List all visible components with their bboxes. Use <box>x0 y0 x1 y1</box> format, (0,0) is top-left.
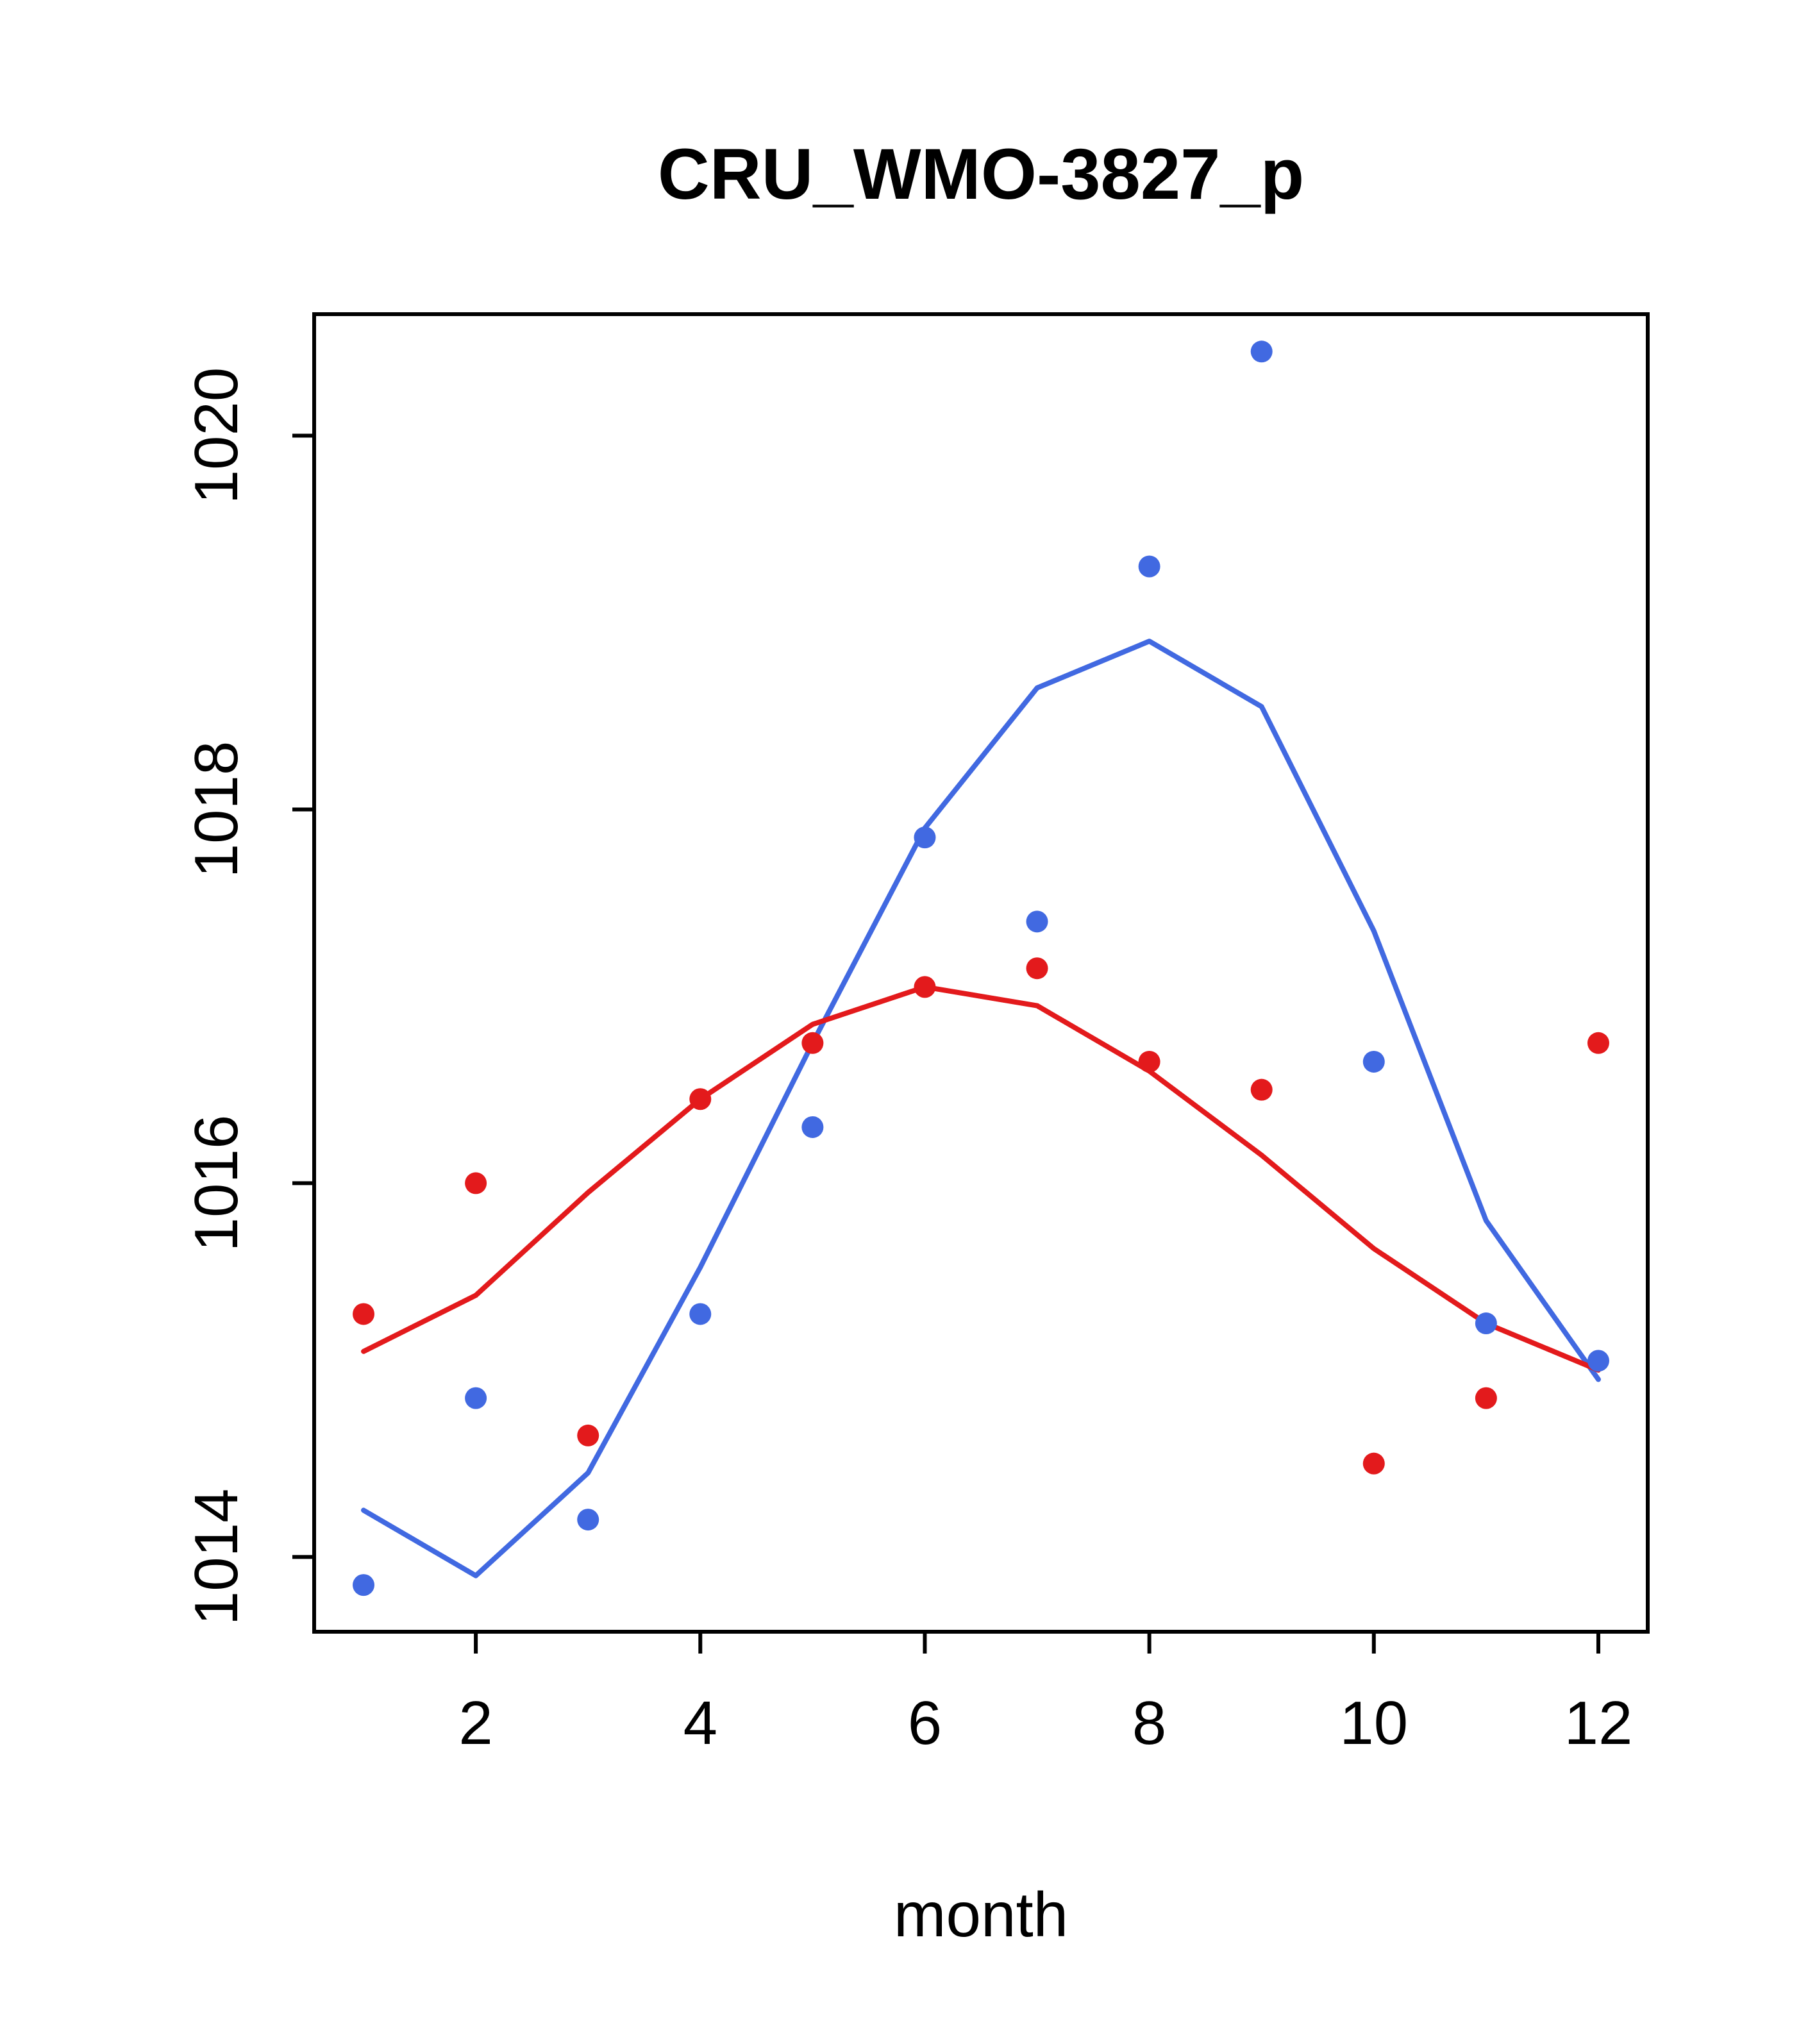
chart-series <box>353 340 1609 1596</box>
y-tick-label: 1016 <box>182 1115 251 1252</box>
blue-points-marker <box>1026 910 1048 933</box>
blue-points-marker <box>353 1574 375 1596</box>
red-points-marker <box>465 1172 487 1194</box>
x-axis-label: month <box>894 1879 1068 1950</box>
blue-points-marker <box>1362 1050 1385 1073</box>
blue-points-marker <box>801 1116 824 1138</box>
red-points-marker <box>914 976 936 998</box>
blue-smoothed-line <box>361 639 1601 1579</box>
y-tick-label: 1020 <box>182 367 251 505</box>
x-tick-label: 4 <box>683 1689 717 1757</box>
y-tick-label: 1018 <box>182 741 251 878</box>
red-points-marker <box>353 1303 375 1325</box>
red-points-marker <box>1250 1078 1273 1101</box>
x-tick-label: 8 <box>1132 1689 1166 1757</box>
blue-points-marker <box>689 1303 712 1325</box>
red-points-marker <box>1587 1032 1609 1054</box>
x-tick-label: 6 <box>908 1689 942 1757</box>
x-tick-label: 12 <box>1564 1689 1633 1757</box>
blue-points-marker <box>1250 340 1273 363</box>
red-points-marker <box>1026 957 1048 980</box>
x-tick-label: 2 <box>458 1689 492 1757</box>
blue-points-marker <box>1138 555 1160 578</box>
blue-points-marker <box>577 1509 599 1531</box>
plot-border <box>312 312 1650 1634</box>
red-points-marker <box>1475 1387 1497 1409</box>
chart-title: CRU_WMO-3827_p <box>658 134 1304 214</box>
blue-points-marker <box>465 1387 487 1409</box>
y-tick-label: 1014 <box>182 1489 251 1626</box>
blue-points-marker <box>914 826 936 849</box>
red-points-marker <box>1138 1050 1160 1073</box>
red-points-marker <box>801 1032 824 1054</box>
red-points-marker <box>689 1088 712 1110</box>
blue-points-marker <box>1587 1350 1609 1372</box>
blue-points-marker <box>1475 1312 1497 1335</box>
red-points-marker <box>577 1424 599 1446</box>
red-points-marker <box>1362 1452 1385 1475</box>
red-smoothed-line <box>361 984 1601 1373</box>
x-tick-label: 10 <box>1339 1689 1408 1757</box>
